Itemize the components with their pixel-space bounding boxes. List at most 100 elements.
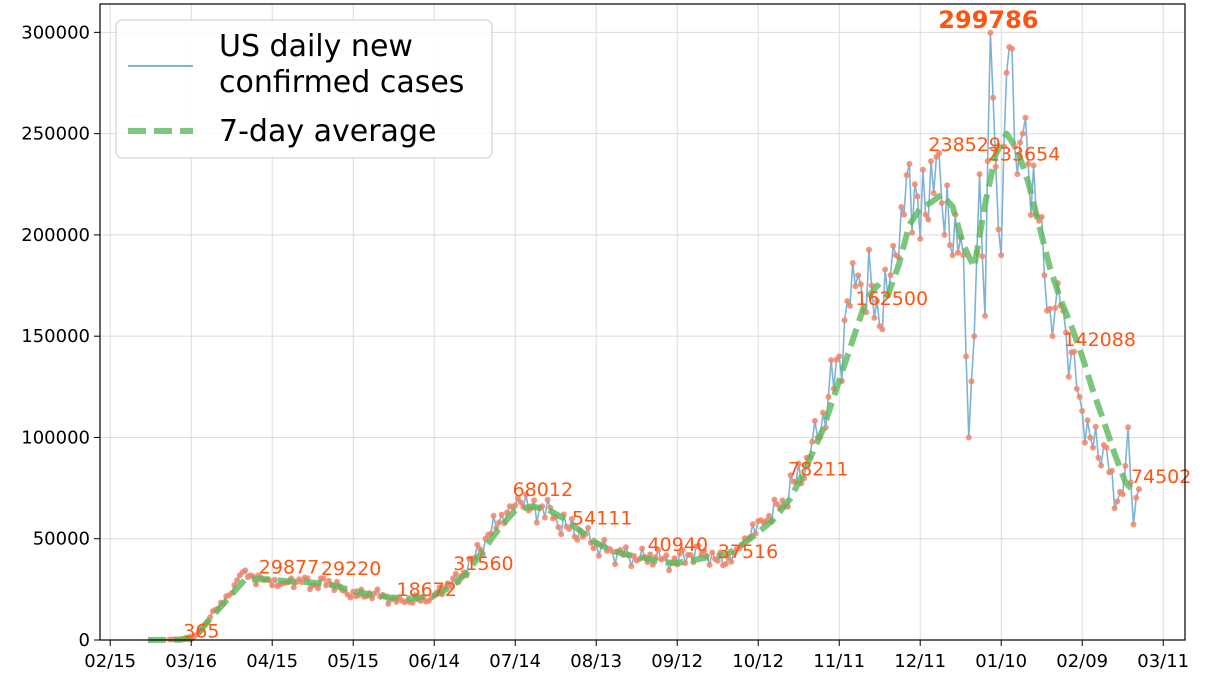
daily-point — [1009, 45, 1015, 52]
annotation-label: 142088 — [1063, 329, 1136, 351]
annotation-label: 18672 — [397, 579, 457, 601]
daily-point — [1122, 462, 1129, 469]
daily-point — [687, 552, 694, 558]
x-tick-label: 09/12 — [651, 651, 703, 672]
daily-point — [898, 204, 905, 210]
daily-point — [1111, 505, 1118, 512]
daily-point — [879, 326, 886, 333]
daily-point — [517, 499, 524, 506]
daily-point — [679, 547, 686, 553]
daily-point — [971, 333, 978, 340]
daily-point — [1030, 162, 1037, 169]
daily-point — [849, 260, 856, 266]
daily-point — [574, 536, 581, 543]
daily-point — [1098, 462, 1105, 469]
daily-point — [844, 298, 851, 305]
daily-point — [865, 246, 872, 253]
daily-point — [992, 163, 999, 170]
daily-point — [938, 200, 945, 206]
daily-point — [728, 558, 735, 565]
daily-point — [1063, 329, 1069, 336]
annotation-label: 29220 — [321, 558, 381, 580]
daily-point — [944, 182, 951, 189]
daily-point — [531, 497, 538, 504]
daily-point — [722, 561, 729, 567]
x-tick-label: 03/11 — [1137, 651, 1189, 672]
daily-point — [901, 211, 907, 218]
annotation-label: 74502 — [1131, 466, 1191, 488]
x-tick-label: 11/11 — [813, 651, 865, 672]
daily-point — [1041, 272, 1048, 279]
daily-point — [315, 585, 322, 592]
daily-point — [1038, 213, 1045, 220]
legend-box — [115, 19, 493, 159]
daily-point — [590, 545, 597, 552]
y-tick-label: 100000 — [21, 427, 90, 448]
daily-point — [566, 526, 573, 532]
daily-point — [666, 567, 673, 574]
daily-point — [612, 561, 619, 568]
daily-point — [622, 544, 629, 551]
annotation-label: 54111 — [572, 507, 632, 529]
daily-point — [1052, 305, 1059, 311]
daily-point — [631, 553, 637, 559]
daily-point — [871, 314, 878, 321]
daily-point — [982, 312, 988, 319]
daily-point — [242, 567, 249, 574]
daily-point — [639, 545, 646, 552]
daily-point — [1108, 467, 1115, 474]
daily-point — [374, 586, 381, 593]
daily-point — [995, 226, 1002, 233]
x-tick-label: 04/15 — [246, 651, 298, 672]
y-tick-label: 0 — [79, 630, 90, 651]
daily-point — [882, 266, 889, 273]
x-tick-label: 05/15 — [327, 651, 379, 672]
x-tick-label: 06/14 — [408, 651, 460, 672]
daily-point — [253, 581, 259, 588]
daily-point — [998, 252, 1005, 259]
daily-point — [1081, 439, 1088, 446]
daily-point — [1079, 408, 1086, 414]
daily-point — [1049, 333, 1056, 340]
x-tick-label: 01/10 — [975, 651, 1027, 672]
daily-point — [609, 548, 616, 555]
daily-point — [1025, 161, 1032, 167]
daily-point — [922, 211, 929, 218]
daily-point — [828, 357, 835, 364]
daily-point — [706, 561, 713, 568]
daily-point — [841, 317, 848, 324]
annotation-label: 37516 — [718, 541, 778, 563]
seven-day-average-series — [147, 130, 1139, 643]
daily-point — [909, 229, 916, 236]
daily-point — [936, 150, 943, 157]
annotation-label: 78211 — [788, 459, 848, 481]
x-tick-label: 08/13 — [570, 651, 622, 672]
daily-point — [987, 29, 994, 36]
daily-point — [1003, 69, 1010, 76]
daily-point — [911, 181, 918, 188]
daily-point — [1046, 305, 1053, 312]
daily-point — [1084, 417, 1091, 424]
daily-point — [976, 171, 983, 178]
daily-point — [890, 242, 897, 249]
daily-point — [347, 594, 354, 601]
x-tick-label: 12/11 — [894, 651, 946, 672]
daily-point — [523, 491, 529, 498]
daily-point — [290, 584, 297, 591]
y-axis: 0 50000 100000 150000 200000 250000 300000 — [21, 22, 100, 651]
daily-point — [498, 511, 505, 518]
daily-point — [906, 160, 913, 167]
grid-lines — [100, 4, 1185, 641]
daily-point — [541, 514, 548, 521]
daily-point — [946, 242, 953, 249]
daily-point — [601, 536, 608, 543]
daily-point — [1076, 393, 1083, 400]
daily-point — [595, 552, 602, 559]
daily-point — [919, 166, 926, 173]
daily-point — [917, 235, 924, 242]
daily-point — [1092, 423, 1099, 430]
daily-point — [795, 460, 802, 467]
daily-point — [965, 434, 972, 441]
daily-point — [766, 512, 772, 519]
